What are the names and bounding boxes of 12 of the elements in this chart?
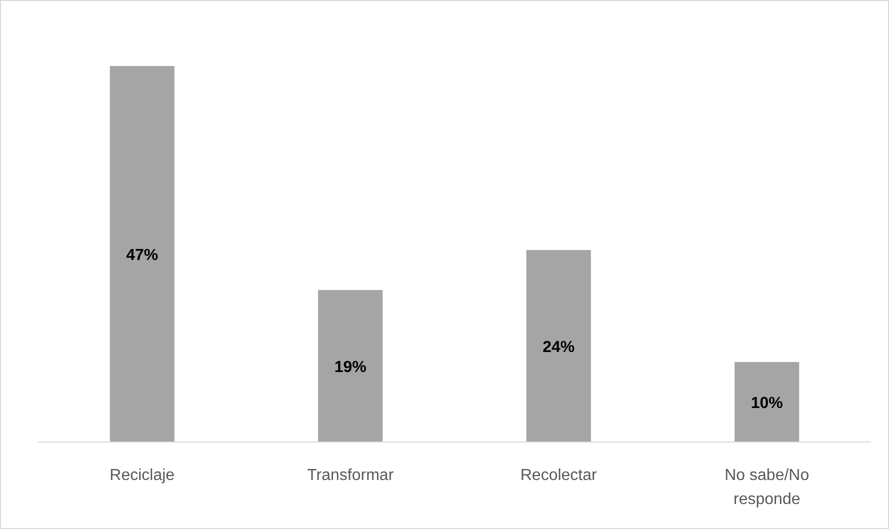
x-tick-label: Transformar <box>307 467 394 484</box>
data-label: 47% <box>126 247 158 264</box>
x-tick-label: No sabe/No responde <box>724 467 810 508</box>
x-tick-label: Reciclaje <box>110 467 175 484</box>
data-label: 19% <box>334 359 366 376</box>
data-label: 24% <box>542 339 575 356</box>
x-tick-label: Recolectar <box>520 467 598 484</box>
bar <box>734 362 800 442</box>
bar <box>318 290 383 442</box>
bar <box>110 66 174 442</box>
data-label: 10% <box>750 395 783 412</box>
bar <box>526 250 591 442</box>
